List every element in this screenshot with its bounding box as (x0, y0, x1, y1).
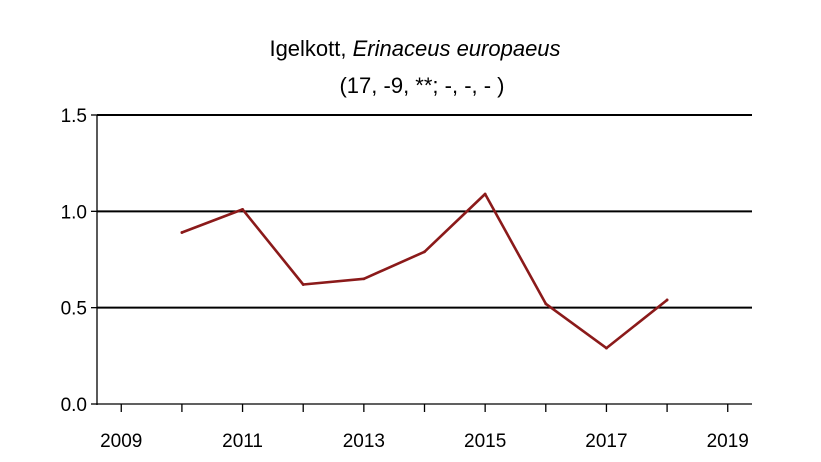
plot-area: 0.0 0.5 1.0 1.5 2009 2011 2013 2015 2017 2019 (61, 106, 752, 452)
x-tick-label: 2013 (343, 431, 385, 452)
y-tick-label: 0.0 (61, 395, 87, 416)
data-point-2017 (605, 346, 608, 350)
x-tick-label: 2009 (100, 431, 142, 452)
data-point-2012 (301, 283, 305, 286)
title-plain: Igelkott, (269, 36, 346, 61)
series-line-0 (180, 192, 669, 350)
y-tick-label: 0.5 (61, 299, 87, 320)
y-tick-label: 1.5 (61, 106, 87, 127)
x-tick-label: 2011 (222, 431, 263, 452)
x-tick-label: 2017 (585, 431, 627, 452)
title-species: Erinaceus europaeus (353, 36, 561, 61)
data-point-2016 (544, 302, 548, 306)
y-tick-label: 1.0 (61, 202, 87, 223)
chart-title: Igelkott, Erinaceus europaeus (269, 36, 560, 61)
data-point-2011 (241, 208, 244, 211)
data-point-2010 (180, 231, 184, 234)
data-point-2018 (665, 298, 669, 302)
data-point-2013 (362, 277, 366, 281)
data-point-2014 (423, 250, 426, 254)
chart-subtitle: (17, -9, **; -, -, - ) (339, 73, 504, 98)
x-tick-label: 2019 (707, 431, 749, 452)
x-tick-label: 2015 (464, 431, 506, 452)
data-point-2015 (483, 192, 487, 196)
